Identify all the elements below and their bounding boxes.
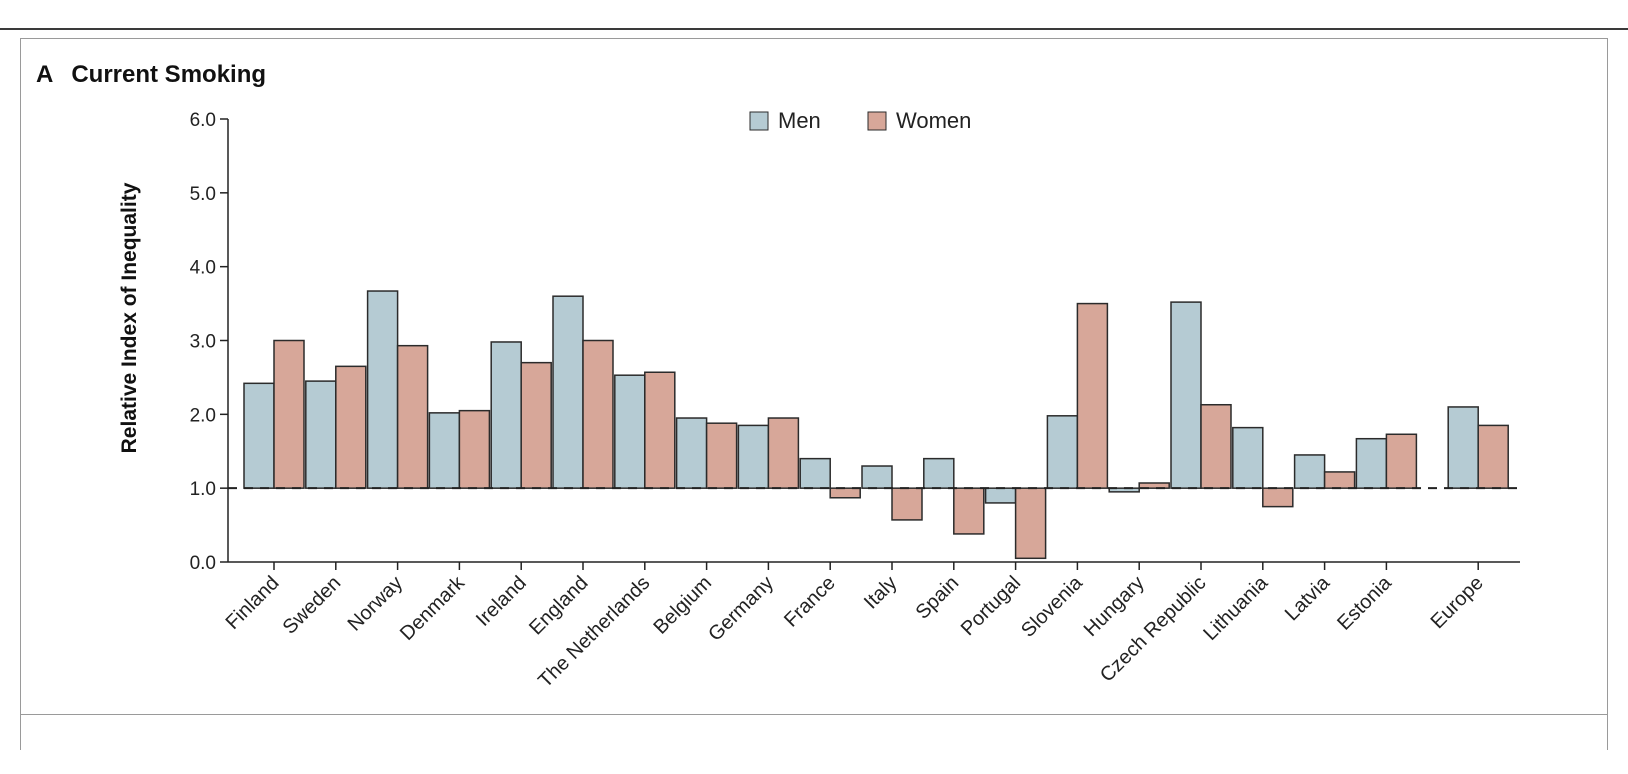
legend-swatch-women bbox=[867, 111, 887, 131]
bar-men-germany bbox=[737, 424, 770, 489]
bar-men-france bbox=[799, 457, 831, 489]
y-tick-label: 2.0 bbox=[190, 405, 216, 426]
legend-label-men: Men bbox=[778, 108, 821, 133]
y-axis: 0.0 1.0 2.0 3.0 4.0 5.0 6.0 bbox=[190, 110, 229, 574]
bar-women-germany bbox=[767, 417, 800, 489]
panel-title-text: Current Smoking bbox=[71, 61, 266, 88]
bar-women-czech-republic bbox=[1200, 403, 1232, 489]
bar-men-denmark bbox=[428, 412, 461, 489]
bar-men-norway bbox=[366, 290, 399, 489]
legend: Men Women bbox=[749, 108, 971, 133]
y-tick-label: 0.0 bbox=[190, 553, 216, 574]
bar-women-hungary bbox=[1138, 482, 1170, 489]
y-tick-label: 6.0 bbox=[190, 110, 216, 131]
bar-men-ireland bbox=[490, 341, 522, 489]
bar-men-spain bbox=[923, 457, 955, 489]
legend-swatch-men bbox=[749, 111, 769, 131]
bar-men-finland bbox=[243, 382, 275, 489]
bar-women-denmark bbox=[458, 409, 491, 489]
bar-men-portugal bbox=[984, 487, 1017, 504]
bar-women-england bbox=[582, 339, 614, 489]
bar-women-belgium bbox=[705, 422, 738, 489]
panel-title: A Current Smoking bbox=[36, 61, 266, 88]
bar-women-slovenia bbox=[1076, 302, 1109, 489]
bar-women-portugal bbox=[1014, 487, 1047, 560]
x-tick-label: Latvia bbox=[1281, 571, 1335, 625]
bar-women-latvia bbox=[1323, 471, 1356, 489]
x-tick-label: Europe bbox=[1427, 572, 1488, 633]
bar-women-finland bbox=[273, 339, 305, 489]
bar-women-france bbox=[829, 487, 861, 499]
x-tick-label: Spain bbox=[912, 572, 964, 624]
x-tick-label: Norway bbox=[344, 572, 407, 635]
bar-women-estonia bbox=[1385, 433, 1418, 489]
bar-women-sweden bbox=[335, 365, 367, 489]
x-tick-label: Estonia bbox=[1333, 571, 1396, 634]
panel-letter: A bbox=[36, 61, 53, 88]
figure-panel bbox=[20, 38, 1608, 750]
y-axis-label: Relative Index of Inequality bbox=[118, 182, 141, 453]
x-tick-label: France bbox=[780, 572, 840, 632]
bar-men-latvia bbox=[1293, 454, 1326, 489]
bar-men-italy bbox=[861, 465, 893, 489]
bar-women-italy bbox=[891, 487, 923, 521]
bar-women-the-netherlands bbox=[644, 371, 676, 489]
bar-men-sweden bbox=[305, 380, 337, 489]
y-tick-label: 1.0 bbox=[190, 479, 216, 500]
x-tick-label: Czech Republic bbox=[1096, 572, 1211, 687]
bar-men-lithuania bbox=[1232, 426, 1264, 489]
bar-women-spain bbox=[953, 487, 985, 535]
bar-men-czech-republic bbox=[1170, 301, 1202, 489]
x-tick-label: Denmark bbox=[396, 571, 470, 645]
bar-men-the-netherlands bbox=[614, 374, 646, 489]
bar-men-slovenia bbox=[1046, 415, 1079, 489]
top-rule bbox=[0, 28, 1628, 30]
bar-women-ireland bbox=[520, 361, 552, 489]
x-tick-label: Germany bbox=[704, 572, 778, 646]
bar-women-lithuania bbox=[1262, 487, 1294, 508]
bar-men-england bbox=[552, 295, 584, 489]
bar-men-estonia bbox=[1355, 437, 1388, 489]
legend-label-women: Women bbox=[896, 108, 971, 133]
x-tick-label: Sweden bbox=[279, 572, 346, 639]
y-tick-label: 4.0 bbox=[190, 258, 216, 279]
x-tick-label: Slovenia bbox=[1017, 571, 1087, 641]
bar-men-belgium bbox=[675, 417, 708, 489]
y-tick-label: 5.0 bbox=[190, 184, 216, 205]
bars bbox=[243, 290, 1509, 560]
x-tick-label: Portugal bbox=[957, 572, 1025, 640]
x-tick-label: Finland bbox=[222, 572, 284, 634]
y-tick-label: 3.0 bbox=[190, 332, 216, 353]
bar-women-europe bbox=[1477, 424, 1509, 489]
bar-women-norway bbox=[396, 344, 429, 489]
bar-men-europe bbox=[1447, 406, 1479, 489]
x-tick-label: Italy bbox=[860, 572, 901, 613]
x-tick-label: Lithuania bbox=[1199, 571, 1273, 645]
panel-bottom-border bbox=[20, 714, 1608, 715]
x-tick-label: Ireland bbox=[472, 572, 531, 631]
x-tick-label: The Netherlands bbox=[534, 572, 654, 692]
